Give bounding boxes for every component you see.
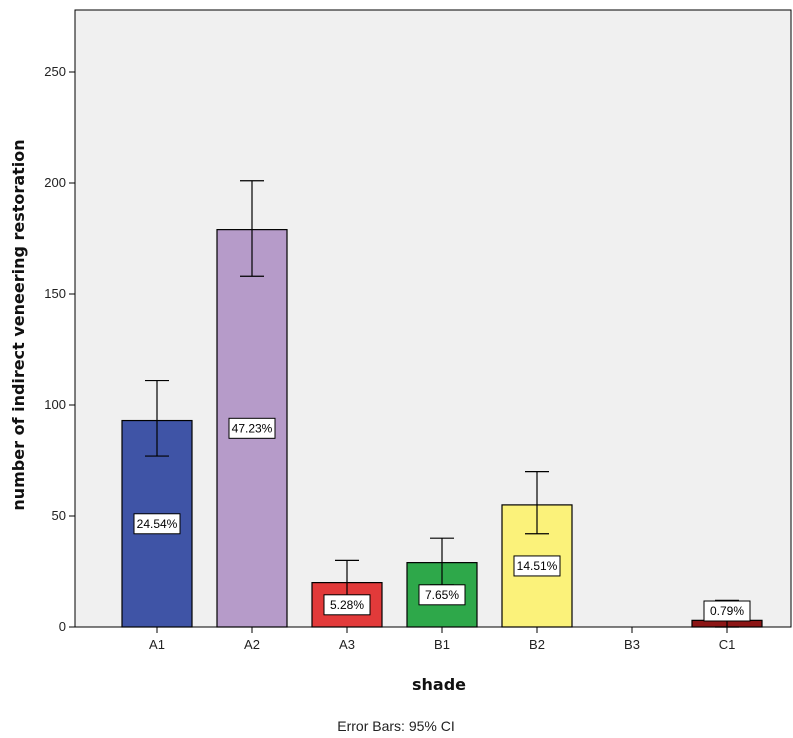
x-tick-label: B2 (529, 637, 545, 652)
y-tick-label: 0 (59, 619, 66, 634)
y-tick-label: 250 (44, 64, 66, 79)
data-label-c1: 0.79% (703, 600, 751, 622)
y-tick-label: 150 (44, 286, 66, 301)
data-label-text: 7.65% (425, 588, 459, 602)
x-tick-label: B1 (434, 637, 450, 652)
x-tick-label: B3 (624, 637, 640, 652)
x-axis-title: shade (412, 675, 466, 694)
x-tick-label: A2 (244, 637, 260, 652)
y-tick-label: 200 (44, 175, 66, 190)
data-label-box (418, 584, 466, 606)
data-label-text: 47.23% (232, 421, 273, 435)
data-label-b2: 14.51% (513, 555, 561, 577)
plot-area (74, 9, 792, 628)
data-label-a1: 24.54% (133, 513, 181, 535)
data-label-a2: 47.23% (228, 417, 276, 439)
y-tick-label: 50 (52, 508, 66, 523)
y-axis-title: number of indirect veneering restoration (9, 139, 28, 510)
x-axis: A1 A2 A3 B1 B2 B3 C1 (149, 627, 735, 652)
data-label-text: 5.28% (330, 598, 364, 612)
data-label-text: 0.79% (710, 604, 744, 618)
y-axis: 0 50 100 150 200 250 (44, 64, 75, 634)
x-tick-label: A3 (339, 637, 355, 652)
x-tick-label: C1 (719, 637, 736, 652)
data-label-box (703, 600, 751, 622)
data-label-box (323, 594, 371, 616)
data-label-box (513, 555, 561, 577)
data-label-a3: 5.28% (323, 594, 371, 616)
data-label-b1: 7.65% (418, 584, 466, 606)
data-label-box (133, 513, 181, 535)
x-tick-label: A1 (149, 637, 165, 652)
data-label-text: 14.51% (517, 559, 558, 573)
data-label-box (228, 417, 276, 439)
data-labels-group: 24.54% 47.23% 5.28% 7.65% 14.51% 0.79% (133, 417, 751, 622)
y-tick-label: 100 (44, 397, 66, 412)
data-label-text: 24.54% (137, 517, 178, 531)
error-bars-footnote: Error Bars: 95% CI (337, 718, 454, 734)
